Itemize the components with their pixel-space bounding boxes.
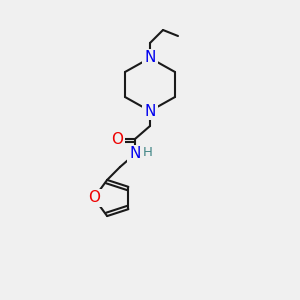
Text: O: O <box>111 131 123 146</box>
Text: N: N <box>129 146 141 161</box>
Text: N: N <box>144 103 156 118</box>
Text: H: H <box>143 146 153 160</box>
Text: N: N <box>144 50 156 65</box>
Text: O: O <box>88 190 100 206</box>
